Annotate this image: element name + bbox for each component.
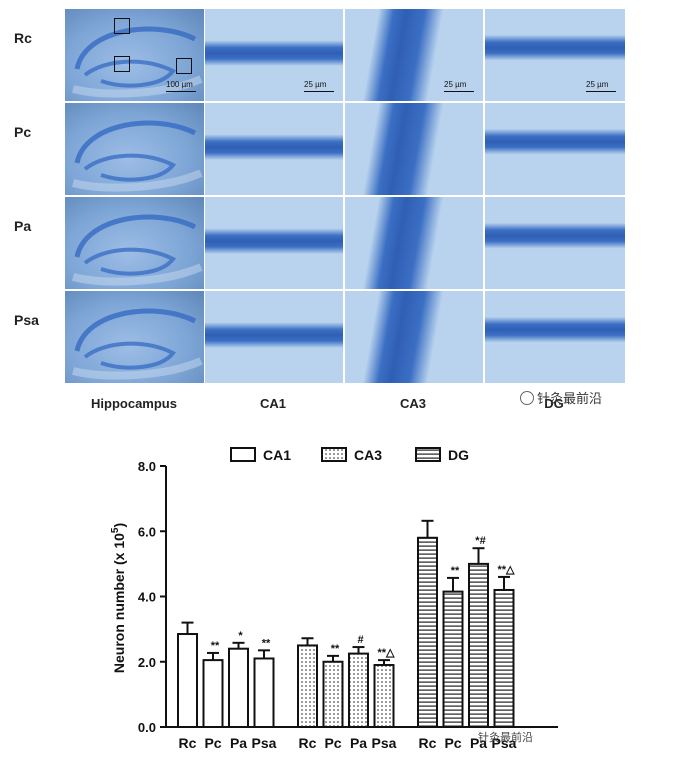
bar-ca1-psa xyxy=(253,657,275,728)
scale-bar xyxy=(586,91,616,92)
micrograph-pc-ca1 xyxy=(204,102,344,196)
significance-marker: ** xyxy=(211,640,220,652)
row-label-rc: Rc xyxy=(14,30,32,46)
significance-marker: ** xyxy=(451,565,460,577)
x-category-label: Pa xyxy=(470,735,487,751)
legend-swatch-ca1 xyxy=(230,447,256,462)
micrograph-panel: Rc Pc Pa Psa 100 µm 25 µm 25 µm 25 µm Hippo… xyxy=(14,8,626,411)
row-label-pc: Pc xyxy=(14,124,32,140)
legend-label-ca3: CA3 xyxy=(354,447,382,463)
row-label-pa: Pa xyxy=(14,218,32,234)
bar-ca3-rc xyxy=(297,644,318,728)
column-label-dg: DG xyxy=(544,396,564,411)
bar-dg-rc xyxy=(417,536,438,729)
x-category-label: Rc xyxy=(179,735,197,751)
bar-ca1-pa xyxy=(228,647,249,729)
significance-marker: * xyxy=(238,630,243,642)
significance-marker: ** xyxy=(262,637,271,649)
scale-bar xyxy=(444,91,474,92)
x-category-label: Pa xyxy=(230,735,247,751)
legend-label-dg: DG xyxy=(448,447,469,463)
bar-ca3-pc xyxy=(322,660,344,728)
scale-bar xyxy=(304,91,334,92)
scale-bar xyxy=(166,91,196,92)
bar-ca3-psa xyxy=(373,664,395,729)
bar-dg-psa xyxy=(493,588,515,728)
micrograph-psa-ca1 xyxy=(204,290,344,384)
x-category-label: Psa xyxy=(372,735,397,751)
legend-label-ca1: CA1 xyxy=(263,447,291,463)
x-category-label: Pc xyxy=(444,735,461,751)
bar-dg-pa xyxy=(468,562,489,728)
legend-swatch-dg xyxy=(415,447,441,462)
region-of-interest-box xyxy=(114,18,130,34)
micrograph-rc-ca3 xyxy=(344,8,484,102)
scale-bar-label: 25 µm xyxy=(304,80,327,89)
micrograph-psa-dg xyxy=(484,290,626,384)
significance-marker: # xyxy=(357,634,363,646)
bar-ca1-rc xyxy=(177,633,198,728)
column-label-ca3: CA3 xyxy=(399,396,426,411)
bars: Rc ** Pc * Pa ** Psa Rc ** Pc # Pa **△ Psa Rc ** Pc *# Pa *… xyxy=(177,519,517,751)
x-category-label: Rc xyxy=(299,735,317,751)
micrograph-rc-dg xyxy=(484,8,626,102)
x-category-label: Psa xyxy=(492,735,517,751)
x-category-label: Rc xyxy=(419,735,437,751)
micrograph-pa-hippocampus xyxy=(64,196,206,290)
bar-ca1-pc xyxy=(202,659,224,729)
row-label-psa: Psa xyxy=(14,312,39,328)
legend: CA1 CA3 DG xyxy=(230,447,469,463)
bar-dg-pc xyxy=(442,590,464,729)
y-axis-title: Neuron number (x 105) xyxy=(110,523,127,673)
micrograph-pa-ca1 xyxy=(204,196,344,290)
region-of-interest-box xyxy=(176,58,192,74)
x-category-label: Pc xyxy=(204,735,221,751)
y-tick-label: 0.0 xyxy=(138,720,156,735)
micrograph-pc-hippocampus xyxy=(64,102,206,196)
column-label-ca1: CA1 xyxy=(259,396,286,411)
wechat-icon xyxy=(520,391,534,405)
y-tick-label: 6.0 xyxy=(138,524,156,539)
region-of-interest-box xyxy=(114,56,130,72)
micrograph-pc-dg xyxy=(484,102,626,196)
bar-ca3-pa xyxy=(348,652,369,728)
significance-marker: **△ xyxy=(497,564,515,576)
micrograph-pa-dg xyxy=(484,196,626,290)
significance-marker: *# xyxy=(475,535,485,547)
micrograph-psa-hippocampus xyxy=(64,290,206,384)
significance-marker: **△ xyxy=(377,647,395,659)
scale-bar-label: 25 µm xyxy=(586,80,609,89)
scale-bar-label: 100 µm xyxy=(166,80,193,89)
watermark-text: 针灸最前沿 xyxy=(537,391,603,406)
micrograph-psa-ca3 xyxy=(344,290,484,384)
significance-marker: ** xyxy=(331,643,340,655)
micrograph-pc-ca3 xyxy=(344,102,484,196)
x-category-label: Pc xyxy=(324,735,341,751)
y-tick-label: 4.0 xyxy=(138,590,156,605)
y-tick-label: 8.0 xyxy=(138,459,156,474)
column-label-hippocampus: Hippocampus xyxy=(91,396,177,411)
y-tick-label: 2.0 xyxy=(138,655,156,670)
x-category-label: Psa xyxy=(252,735,277,751)
scale-bar-label: 25 µm xyxy=(444,80,467,89)
micrograph-rc-ca1 xyxy=(204,8,344,102)
chart-watermark: 针灸最前沿 xyxy=(478,730,533,744)
legend-swatch-ca3 xyxy=(321,447,347,462)
watermark: 针灸最前沿 xyxy=(520,388,602,407)
x-category-label: Pa xyxy=(350,735,367,751)
micrograph-pa-ca3 xyxy=(344,196,484,290)
